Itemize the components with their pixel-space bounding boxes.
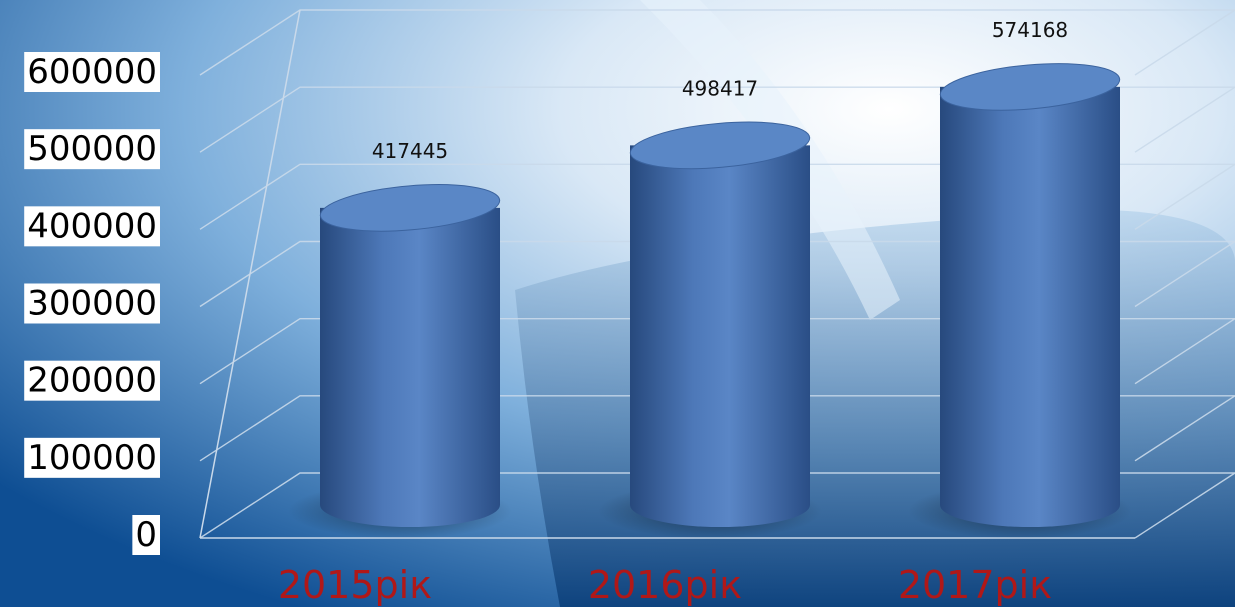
bar: [630, 145, 810, 527]
bar-top: [939, 63, 1121, 111]
value-labels: 417445 498417 574168: [372, 18, 1068, 163]
y-tick-label-bg: [24, 52, 160, 92]
y-tick-label: 400000: [27, 206, 157, 246]
data-label: 574168: [992, 18, 1068, 42]
y-tick-label-bg: [24, 206, 160, 247]
y-tick-label-bg: [132, 515, 160, 555]
water-stream-decoration: [640, 0, 900, 320]
y-tick-label: 300000: [27, 284, 157, 324]
y-tick-label: 200000: [27, 361, 157, 401]
y-tick-label: 100000: [27, 438, 157, 478]
bar: [940, 86, 1120, 528]
y-axis-line: [199, 9, 301, 539]
y-tick-label: 600000: [27, 52, 157, 92]
grid-line: [199, 86, 1235, 153]
grid-line: [199, 9, 1235, 76]
bar: [320, 207, 500, 527]
y-axis-ticks: 0 100000 200000 300000 400000 500000 600000: [24, 52, 160, 555]
y-tick-label-bg: [24, 437, 160, 478]
bar-top: [629, 121, 811, 170]
y-tick-label-bg: [24, 360, 160, 401]
y-tick-label-bg: [24, 129, 160, 170]
bar-top: [319, 184, 501, 232]
data-label: 417445: [372, 139, 448, 163]
bars: [288, 63, 1132, 539]
y-tick-label: 0: [135, 515, 157, 555]
y-tick-label-bg: [24, 283, 160, 324]
y-tick-label: 500000: [27, 129, 157, 169]
x-axis-ticks: 2015рік 2016рік 2017рік: [278, 563, 1052, 607]
x-tick-label: 2015рік: [278, 563, 432, 607]
x-tick-label: 2017рік: [898, 563, 1052, 607]
x-tick-label: 2016рік: [588, 563, 742, 607]
data-label: 498417: [682, 76, 758, 100]
